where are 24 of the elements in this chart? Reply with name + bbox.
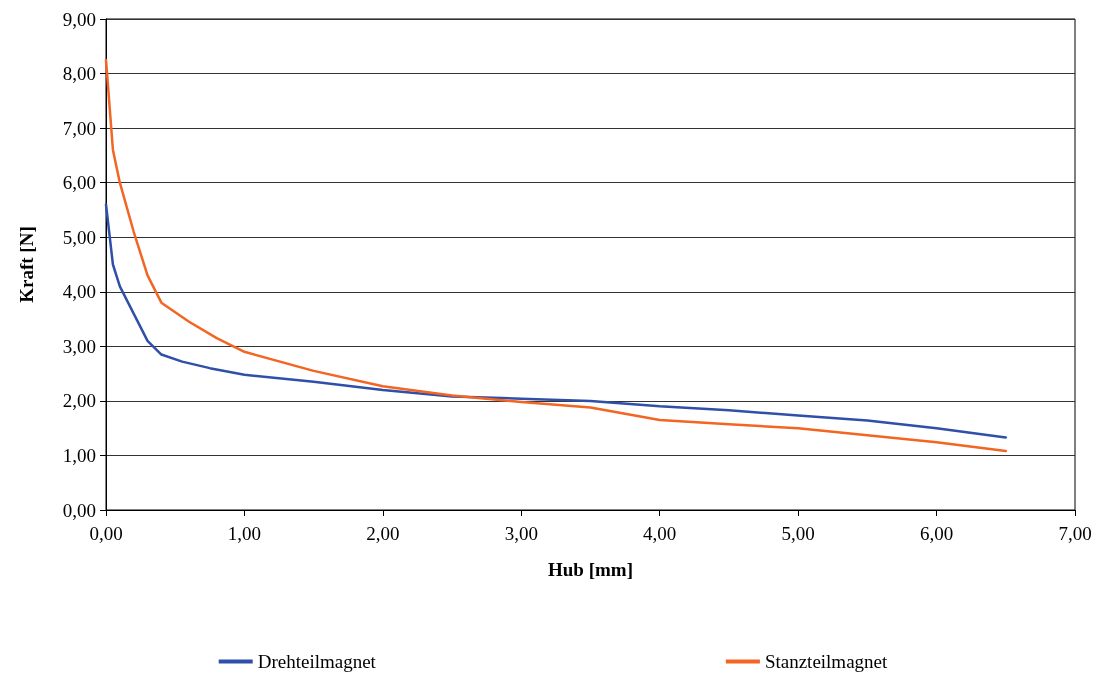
line-series [104,58,1008,453]
y-axis-title: Kraft [N] [16,226,37,303]
x-tick-label: 5,00 [781,523,815,544]
y-tick-label: 7,00 [62,117,96,139]
y-tick-label: 1,00 [62,444,96,466]
x-tick-label: 0,00 [89,523,123,544]
y-tick-label: 6,00 [62,172,96,194]
y-tick-label: 9,00 [62,8,96,30]
legend-label: Drehteilmagnet [257,651,377,672]
x-tick-label: 6,00 [919,523,954,544]
x-tick-label: 7,00 [1058,523,1092,544]
x-tick-label: 1,00 [227,523,262,544]
line-series [104,203,1008,439]
x-axis-title: Hub [mm] [548,559,633,580]
y-tick-label: 0,00 [62,499,96,521]
x-tick-label: 4,00 [643,523,677,544]
legend-label: Stanzteilmagnet [764,651,889,672]
x-tick-label: 2,00 [366,523,400,544]
y-tick-label: 2,00 [62,390,96,412]
y-tick-label: 4,00 [62,281,96,303]
y-tick-label: 5,00 [62,226,96,248]
x-tick-label: 3,00 [504,523,538,544]
y-tick-label: 8,00 [62,63,96,85]
y-tick-label: 3,00 [62,335,96,357]
